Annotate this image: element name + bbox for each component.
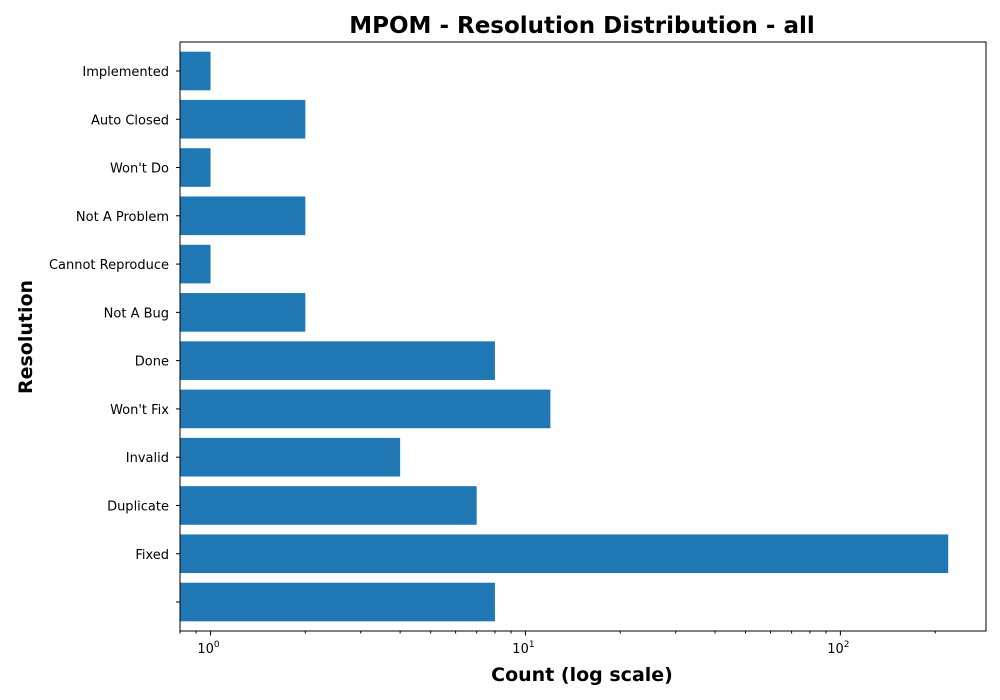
bar (180, 100, 305, 139)
y-tick-label: Cannot Reproduce (49, 258, 169, 273)
bars-group (180, 52, 948, 622)
bar (180, 196, 305, 235)
bar (180, 52, 211, 91)
bar (180, 390, 550, 429)
chart-title: MPOM - Resolution Distribution - all (349, 13, 815, 39)
y-tick-label: Done (135, 355, 169, 370)
y-axis-label: Resolution (15, 280, 37, 394)
bar (180, 293, 305, 332)
y-tick-label: Won't Fix (110, 403, 169, 418)
bar (180, 148, 211, 187)
x-tick-label: 101 (512, 640, 534, 657)
bar (180, 438, 400, 477)
y-tick-label: Not A Bug (104, 306, 169, 321)
y-tick-label: Not A Problem (76, 210, 169, 225)
bar (180, 583, 495, 622)
y-tick-label: Implemented (82, 65, 169, 80)
y-axis-ticks: Fixed Duplicate Invalid Won't Fix Done Not A … (49, 65, 180, 602)
bar (180, 486, 477, 525)
x-axis-ticks: 100 101 102 (180, 631, 935, 657)
bar (180, 245, 211, 284)
y-tick-label: Fixed (135, 548, 169, 563)
y-tick-label: Auto Closed (91, 113, 169, 128)
x-tick-label: 102 (827, 640, 849, 657)
y-tick-label: Won't Do (110, 162, 169, 177)
x-axis-label: Count (log scale) (491, 664, 673, 686)
y-tick-label: Duplicate (107, 499, 169, 514)
bar (180, 341, 495, 380)
bar (180, 534, 948, 573)
x-tick-label: 100 (197, 640, 220, 657)
y-tick-label: Invalid (126, 451, 169, 466)
